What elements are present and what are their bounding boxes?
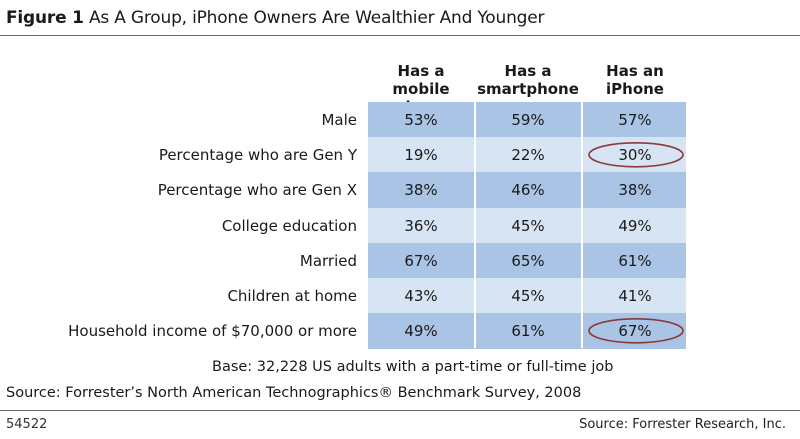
table-cell: 65%: [511, 251, 545, 270]
table-row: [368, 207, 686, 244]
table-cell: 46%: [511, 181, 545, 200]
table-cell: 19%: [404, 146, 438, 165]
table-cell: 38%: [618, 181, 652, 200]
table-cell: 45%: [511, 287, 545, 305]
row-label: Married: [299, 251, 357, 270]
table-cell: 41%: [618, 287, 652, 305]
figure-title: Figure 1 As A Group, iPhone Owners Are W…: [6, 8, 544, 28]
column-header-3: Has an iPhone: [606, 62, 664, 98]
row-label: Household income of $70,000 or more: [68, 322, 357, 341]
table-cell: 61%: [618, 251, 652, 270]
footer-rule: [0, 410, 800, 411]
source-credit: Source: Forrester Research, Inc.: [579, 417, 786, 432]
table-cell: 43%: [404, 287, 438, 305]
row-label: Male: [321, 111, 357, 129]
base-note: Base: 32,228 US adults with a part-time …: [212, 359, 614, 375]
table-cell: 49%: [404, 322, 438, 341]
table-cell: 45%: [511, 216, 545, 235]
column-header-1: Has a mobilephone: [392, 62, 450, 116]
table-row: [368, 102, 686, 138]
table-cell: 30%: [618, 146, 652, 165]
row-label: College education: [221, 216, 357, 235]
table-cell: 38%: [404, 181, 438, 200]
table-cell: 61%: [511, 322, 545, 341]
table-row: [368, 172, 686, 209]
column-separator: [581, 102, 583, 348]
row-label: Percentage who are Gen X: [157, 181, 357, 200]
table-cell: 49%: [618, 216, 652, 235]
table-cell: 53%: [404, 111, 438, 129]
source-note: Source: Forrester’s North American Techn…: [6, 385, 582, 401]
figure-title-text: As A Group, iPhone Owners Are Wealthier …: [89, 8, 545, 28]
table-cell: 67%: [404, 251, 438, 270]
table-row: [368, 242, 686, 279]
table-cell: 59%: [511, 111, 545, 129]
table-cell: 67%: [618, 322, 652, 341]
row-label: Children at home: [227, 287, 357, 305]
figure-label: Figure 1: [6, 8, 84, 28]
table-cell: 36%: [404, 216, 438, 235]
column-separator: [474, 102, 476, 348]
table-cell: 22%: [511, 146, 545, 165]
row-label: Percentage who are Gen Y: [158, 146, 357, 165]
table-row: [368, 278, 686, 314]
column-header-2: Has a smartphone: [477, 62, 579, 98]
title-rule: [0, 35, 800, 36]
table-cell: 57%: [618, 111, 652, 129]
figure-number: 54522: [6, 417, 48, 432]
